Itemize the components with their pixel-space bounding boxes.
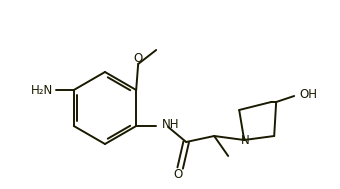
Text: N: N [241, 135, 250, 147]
Text: H₂N: H₂N [31, 84, 53, 97]
Text: O: O [173, 169, 183, 181]
Text: O: O [134, 53, 143, 66]
Text: OH: OH [299, 88, 317, 101]
Text: NH: NH [162, 119, 180, 132]
